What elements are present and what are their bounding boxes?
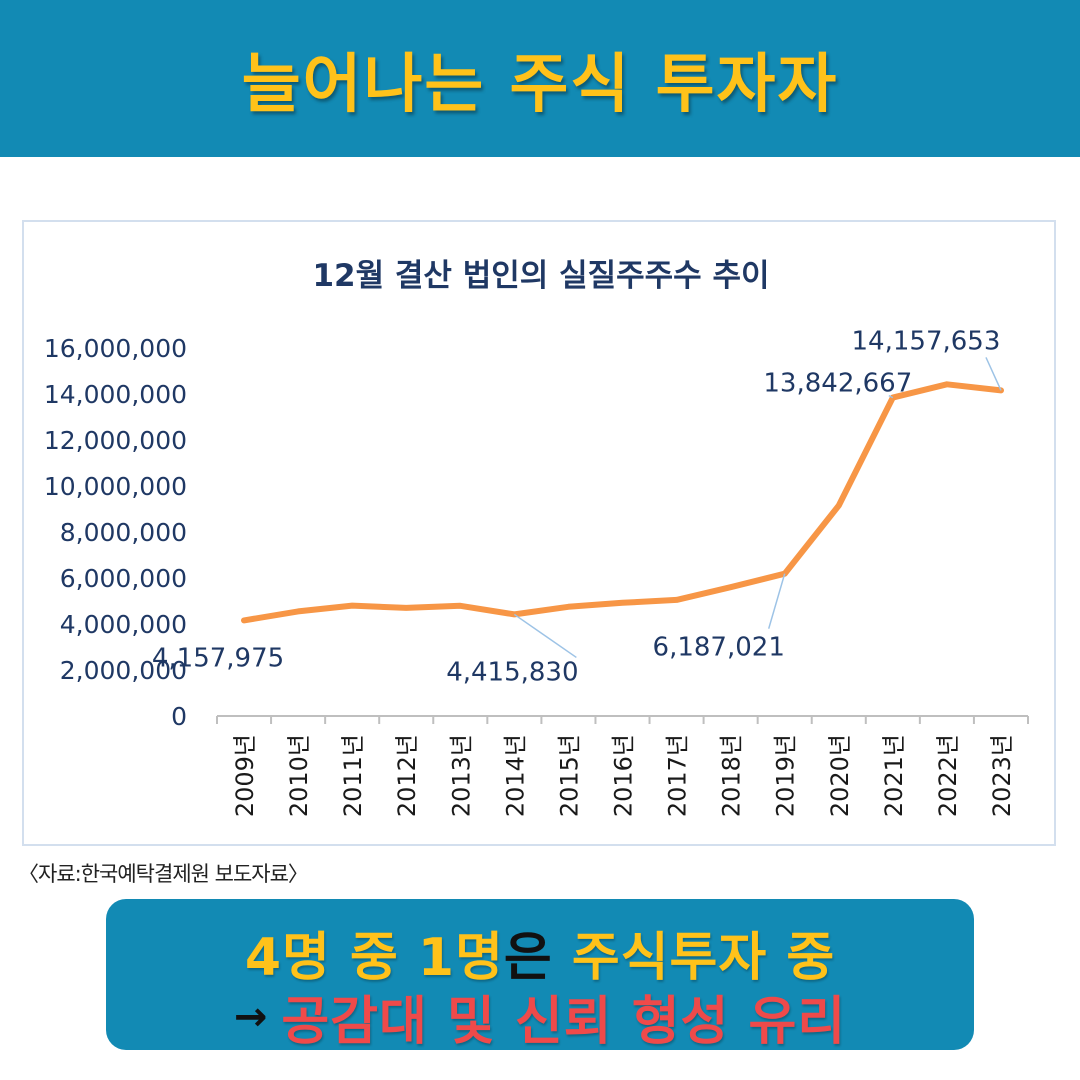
data-label: 14,157,653 — [852, 326, 1001, 356]
callout-box: 4명 중 1명은 주식투자 중 → 공감대 및 신뢰 형성 유리 — [106, 899, 974, 1052]
x-tick-label: 2011년 — [339, 734, 367, 817]
x-tick-label: 2019년 — [772, 734, 800, 817]
data-label: 4,157,975 — [152, 643, 284, 673]
line-chart: 12월 결산 법인의 실질주주수 추이 0 2,000,000 4,000,000 6,… — [44, 258, 1029, 817]
callout-line-1: 4명 중 1명은 주식투자 중 — [106, 915, 974, 990]
x-tick-label: 2018년 — [718, 734, 746, 817]
data-label: 4,415,830 — [446, 657, 578, 687]
callout-investing-text: 주식투자 중 — [552, 928, 836, 988]
x-tick-label: 2009년 — [231, 734, 259, 817]
x-tick-label: 2010년 — [285, 734, 313, 817]
x-tick-label: 2012년 — [393, 734, 421, 817]
data-label-leader — [888, 394, 894, 399]
arrow-right-icon: → — [233, 993, 268, 1040]
data-label-leader — [767, 573, 786, 629]
y-tick-label: 4,000,000 — [60, 610, 187, 639]
x-tick-label: 2022년 — [934, 734, 962, 817]
x-tick-label: 2023년 — [988, 734, 1016, 817]
x-tick-label: 2015년 — [555, 734, 583, 817]
source-note: 〈자료:한국예탁결제원 보도자료〉 — [18, 862, 309, 886]
y-tick-label: 16,000,000 — [44, 334, 187, 363]
y-tick-label: 6,000,000 — [60, 564, 187, 593]
callout-highlight-ratio: 4명 중 1명 — [244, 928, 504, 988]
x-tick-label: 2021년 — [880, 734, 908, 817]
chart-title: 12월 결산 법인의 실질주주수 추이 — [312, 258, 769, 294]
title-banner: 늘어나는 주식 투자자 — [0, 0, 1080, 157]
data-label-leader — [513, 613, 577, 659]
x-tick-label: 2014년 — [501, 734, 529, 817]
y-tick-label: 12,000,000 — [44, 426, 187, 455]
y-tick-label: 14,000,000 — [44, 380, 187, 409]
series-line — [241, 381, 1004, 624]
callout-particle: 은 — [503, 928, 553, 988]
data-label: 13,842,667 — [763, 369, 912, 399]
callout-conclusion: 공감대 및 신뢰 형성 유리 — [281, 992, 847, 1052]
x-tick-label: 2020년 — [826, 734, 854, 817]
y-tick-label: 0 — [171, 702, 187, 731]
x-tick-label: 2013년 — [447, 734, 475, 817]
x-tick-label: 2017년 — [664, 734, 692, 817]
data-label-leader — [985, 357, 1002, 391]
banner-title: 늘어나는 주식 투자자 — [241, 47, 839, 122]
chart-frame: 12월 결산 법인의 실질주주수 추이 0 2,000,000 4,000,000 6,… — [22, 220, 1056, 846]
y-tick-label: 8,000,000 — [60, 518, 187, 547]
data-label: 6,187,021 — [653, 633, 785, 663]
callout-line-2: → 공감대 및 신뢰 형성 유리 — [106, 979, 974, 1054]
y-tick-label: 2,000,000 — [60, 656, 187, 685]
y-tick-label: 10,000,000 — [44, 472, 187, 501]
x-tick-label: 2016년 — [610, 734, 638, 817]
